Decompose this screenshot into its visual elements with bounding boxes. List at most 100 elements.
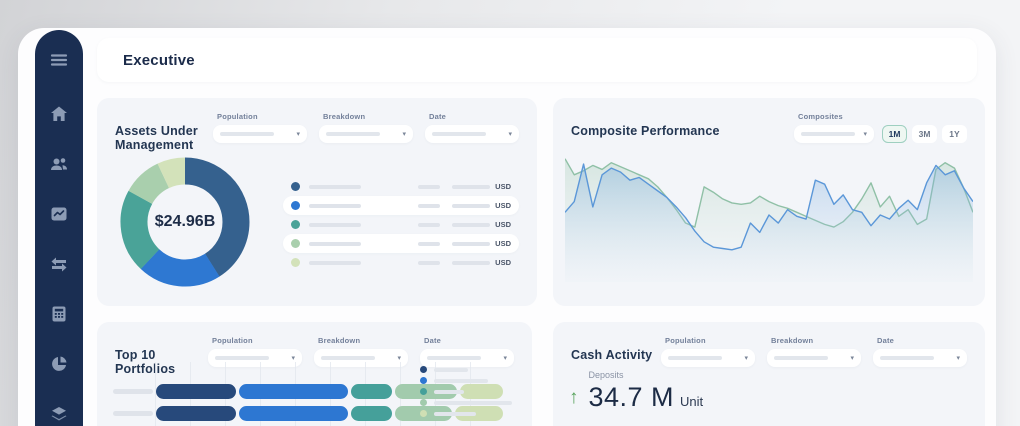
bar-segment-2[interactable] — [351, 384, 393, 399]
date-dropdown[interactable]: ▾ — [425, 125, 519, 143]
date-filter-label: Date — [424, 336, 442, 345]
chevron-down-icon: ▾ — [508, 130, 512, 138]
currency-label: USD — [495, 239, 511, 248]
dropdown-placeholder — [215, 356, 269, 360]
date-filter-label: Date — [429, 112, 447, 121]
redacted-name-bar — [309, 184, 361, 189]
legend-item[interactable] — [420, 375, 516, 386]
top10-bar-chart[interactable] — [113, 362, 516, 426]
bar-segment-2[interactable] — [351, 406, 393, 421]
donut-slice-2[interactable] — [113, 150, 257, 294]
bar-segment-4[interactable] — [459, 384, 503, 399]
page-header: Executive — [97, 38, 977, 82]
bar-segment-4[interactable] — [455, 406, 503, 421]
bar-segment-1[interactable] — [238, 384, 349, 399]
legend-item[interactable] — [420, 364, 516, 375]
sidebar — [35, 30, 83, 426]
redacted-value-bar — [452, 203, 491, 208]
legend-dot — [291, 182, 300, 191]
range-button-1m[interactable]: 1M — [882, 125, 907, 143]
bar-segment-0[interactable] — [156, 384, 236, 399]
redacted-value-bar — [452, 260, 491, 265]
breakdown-filter-group: Breakdown ▾ — [767, 336, 861, 367]
holdings-icon[interactable] — [47, 402, 71, 426]
aum-legend-row[interactable]: USD — [283, 234, 519, 253]
redacted-value-bar — [452, 184, 491, 189]
date-dropdown[interactable]: ▾ — [873, 349, 967, 367]
breakdown-dropdown[interactable]: ▾ — [319, 125, 413, 143]
stacked-bar — [156, 384, 506, 399]
currency-label: USD — [495, 182, 511, 191]
population-filter-label: Population — [665, 336, 706, 345]
legend-item[interactable] — [420, 397, 516, 408]
chevron-down-icon: ▾ — [291, 354, 295, 362]
legend-dot — [420, 410, 427, 417]
aum-legend: USD USD USD USD USD — [283, 177, 519, 272]
bar-segment-0[interactable] — [156, 406, 236, 421]
donut-slice-1[interactable] — [115, 152, 256, 293]
composite-filters: Composites ▾ — [794, 112, 874, 143]
bar-segment-1[interactable] — [238, 406, 349, 421]
redacted-legend-label — [434, 389, 464, 394]
clients-icon[interactable] — [47, 152, 71, 176]
redacted-legend-label — [434, 367, 468, 372]
aum-legend-row[interactable]: USD — [283, 215, 519, 234]
population-dropdown[interactable]: ▾ — [661, 349, 755, 367]
redacted-legend-label — [434, 378, 488, 383]
composite-performance-chart[interactable] — [565, 148, 973, 282]
legend-dot — [291, 220, 300, 229]
population-dropdown[interactable]: ▾ — [213, 125, 307, 143]
donut-slice-4[interactable] — [117, 154, 253, 290]
population-filter-group: Population ▾ — [661, 336, 755, 367]
redacted-legend-label — [434, 411, 476, 416]
aum-legend-row[interactable]: USD — [283, 177, 519, 196]
population-filter-group: Population ▾ — [213, 112, 307, 143]
aum-legend-row[interactable]: USD — [283, 196, 519, 215]
performance-icon[interactable] — [47, 202, 71, 226]
top10-filters: Population ▾ Breakdown ▾ Date ▾ — [208, 336, 514, 367]
aum-filters: Population ▾ Breakdown ▾ Date ▾ — [213, 112, 519, 143]
page-title: Executive — [123, 51, 195, 69]
donut-slice-0[interactable] — [120, 157, 250, 287]
chevron-down-icon: ▾ — [956, 354, 960, 362]
composite-performance-card: Composite Performance Composites ▾ 1M 3M 1Y — [553, 98, 985, 306]
menu-icon[interactable] — [47, 48, 71, 72]
time-range-group: 1M 3M 1Y — [882, 125, 967, 143]
redacted-row-label — [113, 389, 153, 394]
aum-card: Assets Under Management Population ▾ Break… — [97, 98, 537, 306]
redacted-value-bar — [418, 184, 441, 189]
dropdown-placeholder — [326, 132, 380, 136]
aum-donut-chart[interactable]: $24.96B — [110, 147, 260, 297]
dropdown-placeholder — [801, 132, 855, 136]
redacted-name-bar — [309, 260, 361, 265]
breakdown-dropdown[interactable]: ▾ — [767, 349, 861, 367]
transfers-icon[interactable] — [47, 252, 71, 276]
app-container: Executive Assets Under Management Popula… — [18, 28, 996, 426]
dropdown-placeholder — [880, 356, 934, 360]
composite-blue-line — [565, 164, 973, 250]
chevron-down-icon: ▾ — [402, 130, 406, 138]
deposits-label: Deposits — [588, 370, 624, 380]
date-filter-label: Date — [877, 336, 895, 345]
donut-slice-3[interactable] — [116, 153, 255, 292]
legend-dot — [291, 201, 300, 210]
composites-dropdown[interactable]: ▾ — [794, 125, 874, 143]
range-button-1y[interactable]: 1Y — [942, 125, 967, 143]
allocation-icon[interactable] — [47, 352, 71, 376]
calculator-icon[interactable] — [47, 302, 71, 326]
legend-dot — [420, 399, 427, 406]
legend-item[interactable] — [420, 386, 516, 397]
legend-item[interactable] — [420, 408, 516, 419]
legend-dot — [420, 388, 427, 395]
redacted-row-label — [113, 411, 153, 416]
table-row[interactable] — [113, 406, 513, 421]
range-button-3m[interactable]: 3M — [912, 125, 937, 143]
population-filter-label: Population — [212, 336, 253, 345]
deposits-stat: ↑ Deposits 34.7 M Unit — [569, 370, 703, 413]
composites-filter-label: Composites — [798, 112, 843, 121]
cash-activity-card: Cash Activity Population ▾ Breakdown ▾ Date ▾… — [553, 322, 985, 426]
home-icon[interactable] — [47, 102, 71, 126]
table-row[interactable] — [113, 384, 513, 399]
date-filter-group: Date ▾ — [873, 336, 967, 367]
aum-legend-row[interactable]: USD — [283, 253, 519, 272]
